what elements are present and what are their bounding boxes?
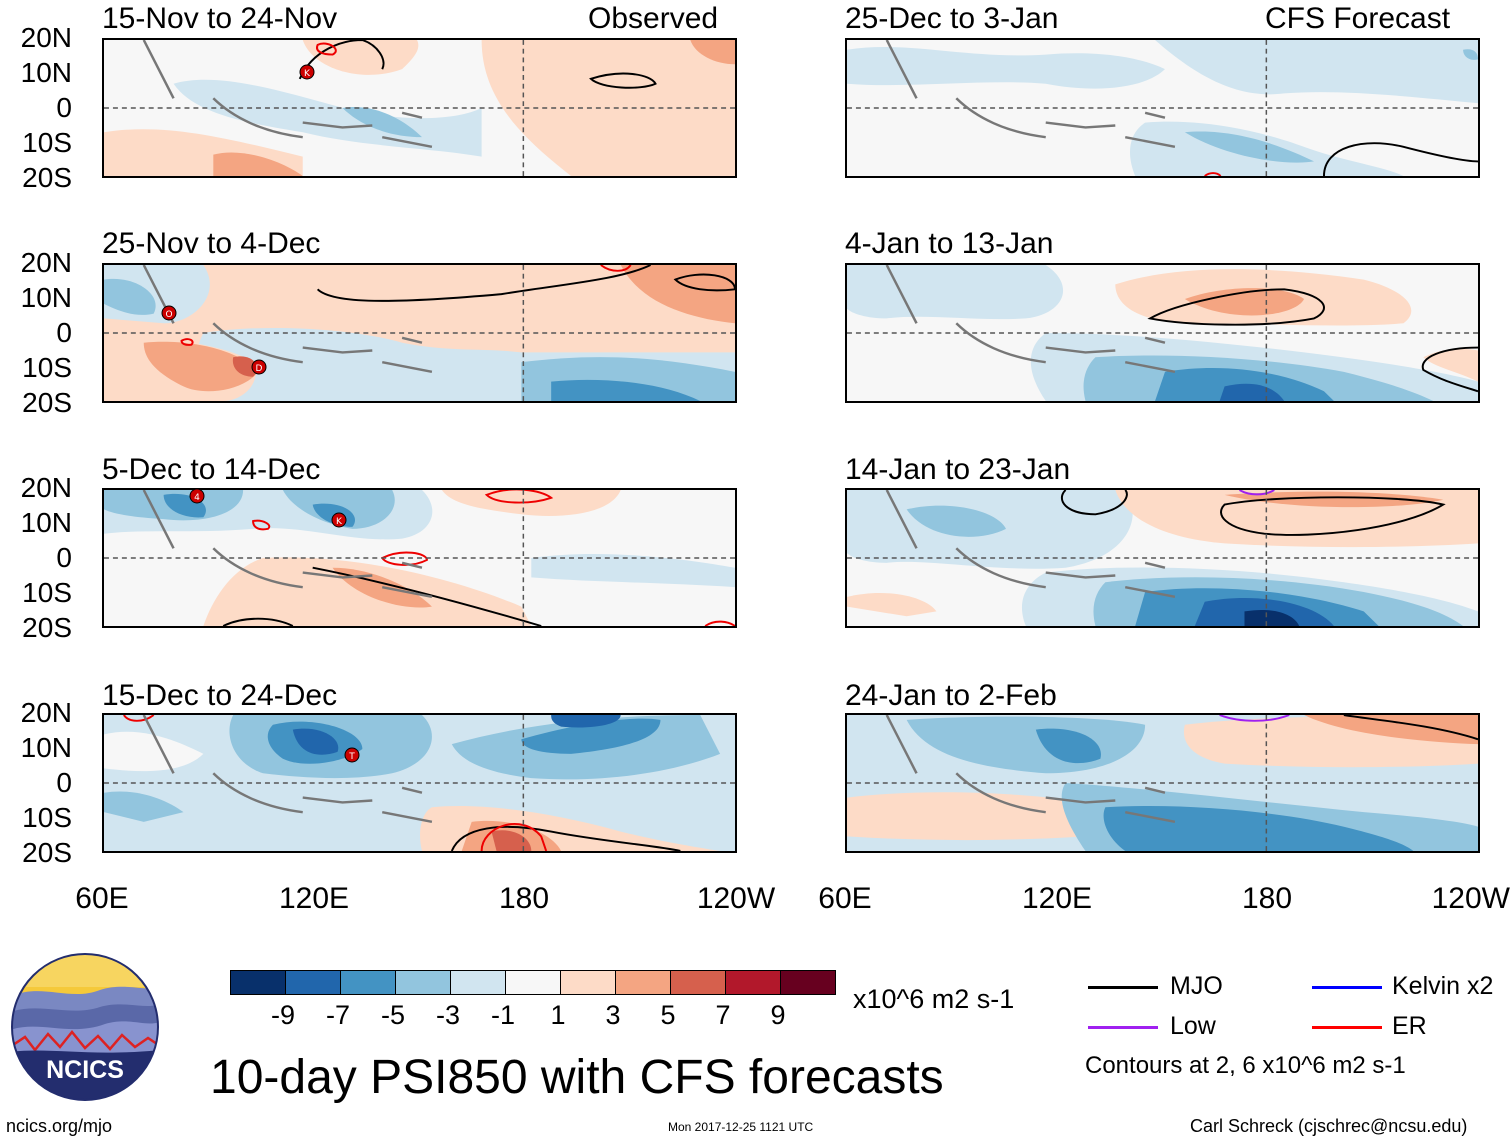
lat-label: 0: [56, 767, 72, 798]
lat-label: 20S: [22, 162, 72, 193]
colorbar-swatch: [615, 970, 671, 995]
lat-label: 10N: [20, 507, 72, 538]
colorbar-swatch: [560, 970, 616, 995]
lat-label: 20S: [22, 837, 72, 868]
colorbar-tick-label: 7: [715, 1000, 731, 1030]
map-panel-fcst-2: [845, 263, 1480, 403]
colorbar-swatch: [395, 970, 451, 995]
colorbar-tick-label: -5: [380, 1000, 405, 1030]
lat-label: 10S: [22, 352, 72, 383]
panel-title: 25-Dec to 3-Jan: [845, 2, 1059, 35]
lat-label: 20N: [20, 697, 72, 728]
map-panel-fcst-3: [845, 488, 1480, 628]
panel-title: 5-Dec to 14-Dec: [102, 453, 321, 486]
lat-label: 20N: [20, 22, 72, 53]
panel-title: 4-Jan to 13-Jan: [845, 227, 1054, 260]
legend-label-mjo: MJO: [1170, 972, 1223, 1000]
colorbar-swatch: [450, 970, 506, 995]
footer-timestamp: Mon 2017-12-25 1121 UTC: [668, 1120, 814, 1134]
legend-line-mjo: [1088, 986, 1158, 989]
lat-label: 0: [56, 542, 72, 573]
footer-author: Carl Schreck (cjschrec@ncsu.edu): [1190, 1116, 1468, 1136]
storm-marker: 4: [189, 488, 205, 504]
colorbar-swatch: [505, 970, 561, 995]
legend-line-kelvin: [1312, 986, 1382, 989]
lon-label: 120W: [1431, 882, 1510, 915]
colorbar-tick-label: -3: [435, 1000, 460, 1030]
lat-label: 20S: [22, 612, 72, 643]
lon-label: 120W: [696, 882, 776, 915]
storm-marker: T: [344, 747, 360, 763]
legend-label-er: ER: [1392, 1012, 1427, 1040]
storm-marker: D: [251, 359, 267, 375]
footer-url[interactable]: ncics.org/mjo: [6, 1116, 113, 1136]
panel-title: 15-Dec to 24-Dec: [102, 679, 338, 712]
lon-label: 60E: [818, 882, 872, 915]
panel-tag-cfs-forecast: CFS Forecast: [1265, 2, 1451, 35]
colorbar-swatch: [670, 970, 726, 995]
legend-line-low: [1088, 1026, 1158, 1029]
lat-label: 10N: [20, 57, 72, 88]
lon-label: 180: [498, 882, 550, 915]
lat-label: 0: [56, 92, 72, 123]
svg-text:K: K: [336, 517, 343, 527]
colorbar-swatch: [340, 970, 396, 995]
lon-label: 180: [1241, 882, 1293, 915]
map-panel-obs-2: [102, 263, 737, 403]
storm-marker: O: [161, 305, 177, 321]
colorbar-units: x10^6 m2 s-1: [853, 984, 1015, 1014]
colorbar-swatch: [285, 970, 341, 995]
svg-text:T: T: [348, 752, 355, 762]
svg-text:O: O: [165, 310, 172, 320]
panel-title: 25-Nov to 4-Dec: [102, 227, 321, 260]
colorbar-tick-label: -1: [490, 1000, 515, 1030]
colorbar-tick-label: 1: [550, 1000, 566, 1030]
colorbar-tick-label: -9: [270, 1000, 295, 1030]
storm-marker: K: [299, 64, 315, 80]
colorbar-swatch: [725, 970, 781, 995]
panel-title: 14-Jan to 23-Jan: [845, 453, 1071, 486]
svg-text:K: K: [304, 69, 311, 79]
lon-label: 60E: [75, 882, 129, 915]
lat-label: 10S: [22, 802, 72, 833]
lat-label: 10N: [20, 732, 72, 763]
colorbar-tick-label: 3: [605, 1000, 621, 1030]
colorbar: [230, 970, 836, 995]
main-title: 10-day PSI850 with CFS forecasts: [210, 1051, 944, 1104]
lon-label: 120E: [278, 882, 350, 915]
lat-label: 20N: [20, 247, 72, 278]
panel-title: 15-Nov to 24-Nov: [102, 2, 338, 35]
panel-tag-observed: Observed: [588, 2, 719, 35]
map-panel-fcst-4: [845, 713, 1480, 853]
colorbar-tick-label: 9: [770, 1000, 786, 1030]
lat-label: 10N: [20, 282, 72, 313]
map-panel-obs-3: [102, 488, 737, 628]
colorbar-swatch: [230, 970, 286, 995]
lat-label: 20N: [20, 472, 72, 503]
map-panel-obs-4: [102, 713, 737, 853]
lat-label: 0: [56, 317, 72, 348]
lat-label: 10S: [22, 127, 72, 158]
lat-label: 10S: [22, 577, 72, 608]
storm-marker: K: [331, 512, 347, 528]
svg-text:4: 4: [194, 493, 200, 503]
ncics-logo: NCICS: [11, 953, 159, 1101]
panel-title: 24-Jan to 2-Feb: [845, 679, 1057, 712]
logo-text: NCICS: [46, 1056, 124, 1084]
colorbar-swatch: [780, 970, 836, 995]
colorbar-tick-label: 5: [660, 1000, 676, 1030]
contour-note: Contours at 2, 6 x10^6 m2 s-1: [1085, 1052, 1406, 1079]
map-panel-fcst-1: [845, 38, 1480, 178]
lon-label: 120E: [1021, 882, 1093, 915]
lat-label: 20S: [22, 387, 72, 418]
map-panel-obs-1: [102, 38, 737, 178]
legend-label-kelvin: Kelvin x2: [1392, 972, 1494, 1000]
svg-text:D: D: [256, 364, 263, 374]
legend-line-er: [1312, 1026, 1382, 1029]
legend-label-low: Low: [1170, 1012, 1216, 1040]
colorbar-tick-label: -7: [325, 1000, 350, 1030]
